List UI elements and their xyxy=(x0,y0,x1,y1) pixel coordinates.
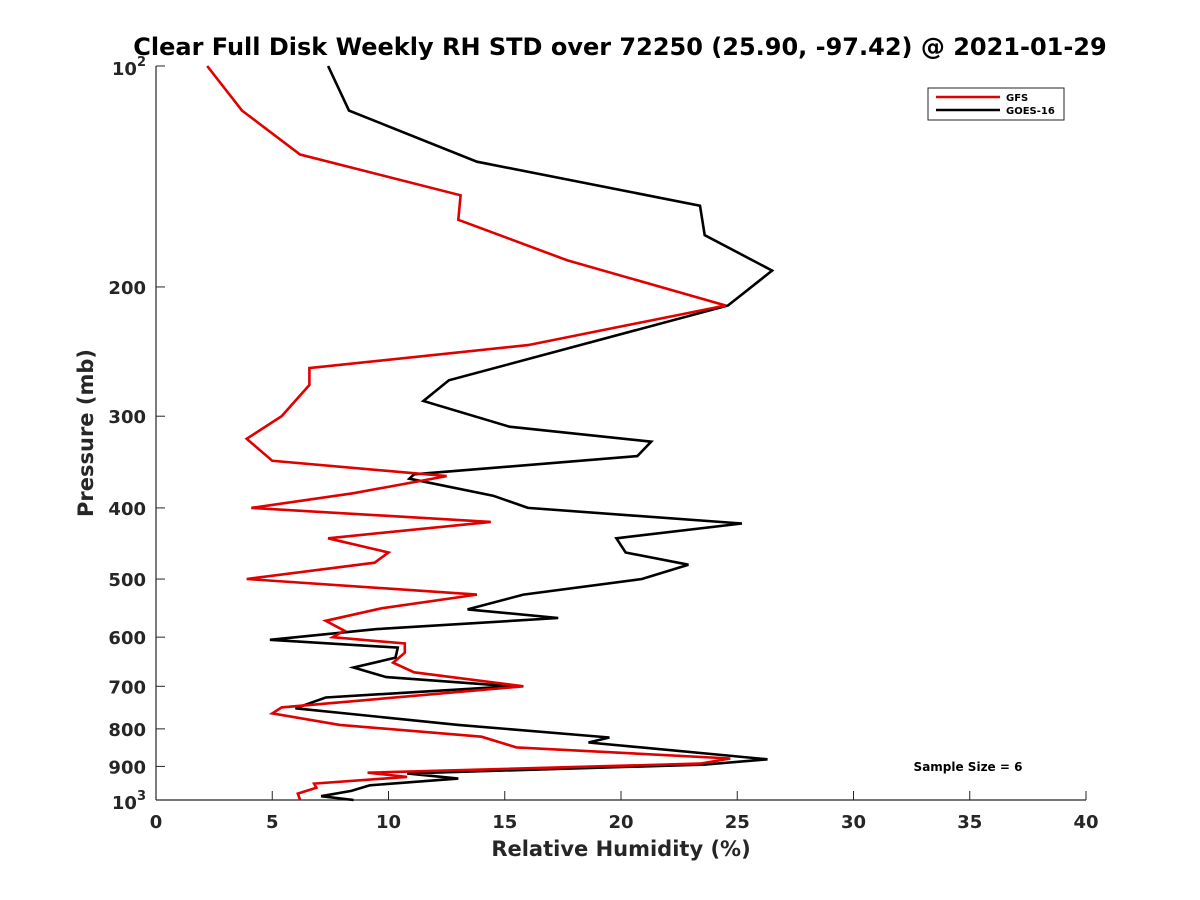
y-tick-label: 600 xyxy=(108,628,146,649)
y-tick-label: 300 xyxy=(108,407,146,428)
y-tick-label: 103 xyxy=(112,789,146,814)
x-tick-label: 30 xyxy=(841,812,866,833)
y-tick-label: 800 xyxy=(108,720,146,741)
x-tick-label: 25 xyxy=(725,812,750,833)
series-line-goes-16 xyxy=(269,65,775,802)
legend-label-gfs: GFS xyxy=(1006,93,1028,104)
y-tick-label: 900 xyxy=(108,757,146,778)
x-tick-label: 5 xyxy=(266,812,279,833)
y-tick-label: 500 xyxy=(108,570,146,591)
x-tick-label: 35 xyxy=(957,812,982,833)
x-tick-label: 0 xyxy=(150,812,163,833)
legend-label-goes-16: GOES-16 xyxy=(1006,106,1055,117)
series-line-gfs xyxy=(206,65,731,801)
legend: GFS GOES-16 xyxy=(927,87,1065,121)
x-tick-label: 40 xyxy=(1073,812,1098,833)
legend-box xyxy=(927,87,1065,121)
series-layer xyxy=(206,65,775,802)
x-tick-label: 10 xyxy=(376,812,401,833)
y-tick-label: 102 xyxy=(112,55,146,80)
axes: 0 5 10 15 20 25 30 35 40 102 200 300 400 500 600 700 800… xyxy=(108,55,1098,833)
y-tick-label: 400 xyxy=(108,499,146,520)
chart-title: Clear Full Disk Weekly RH STD over 72250… xyxy=(133,33,1106,61)
sample-size-annotation: Sample Size = 6 xyxy=(914,760,1023,774)
x-axis-label: Relative Humidity (%) xyxy=(491,837,750,861)
x-tick-label: 15 xyxy=(492,812,517,833)
x-tick-label: 20 xyxy=(608,812,633,833)
y-tick-label: 700 xyxy=(108,677,146,698)
y-tick-label: 200 xyxy=(108,278,146,299)
y-axis-label: Pressure (mb) xyxy=(74,349,98,517)
